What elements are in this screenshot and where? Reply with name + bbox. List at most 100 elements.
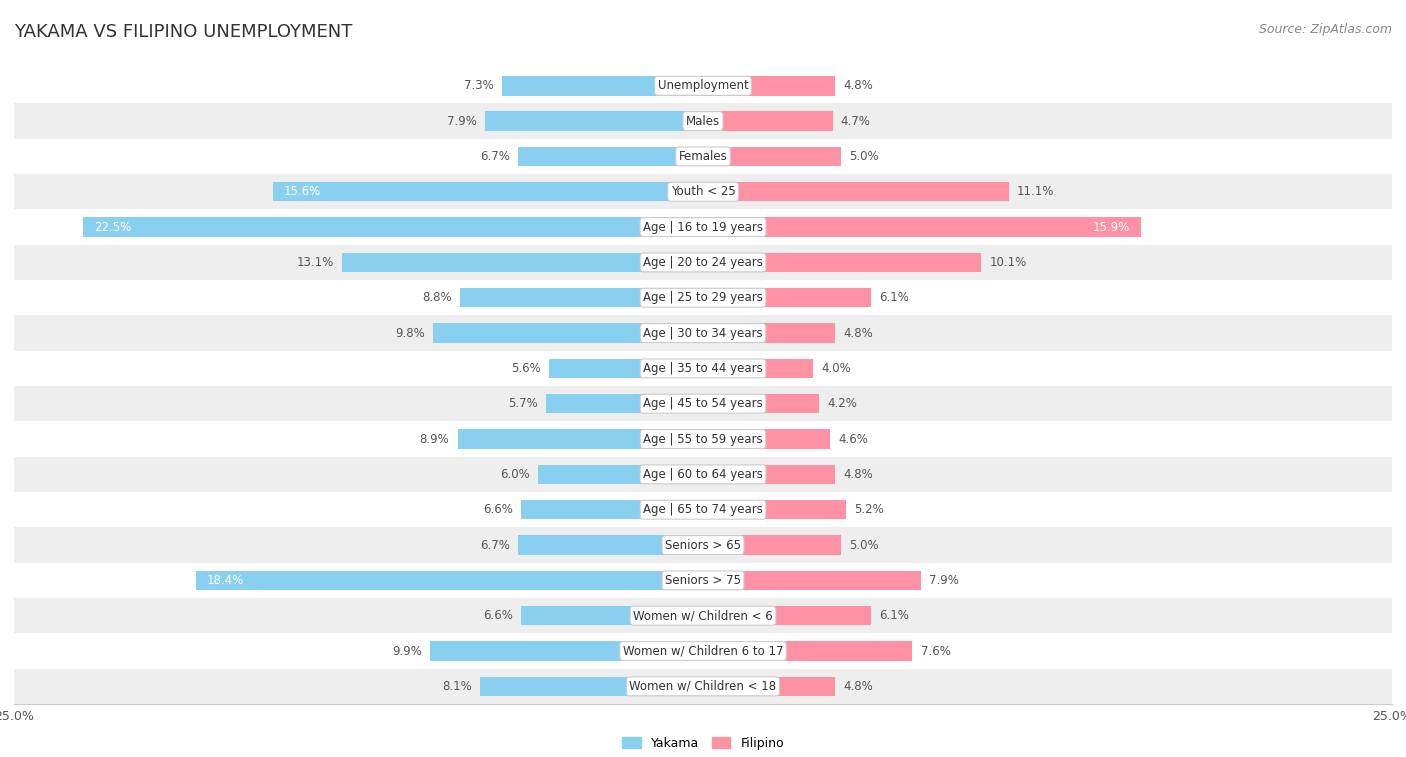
Bar [703,429,830,449]
Bar [485,111,703,131]
Text: Age | 25 to 29 years: Age | 25 to 29 years [643,291,763,304]
Bar [522,500,703,519]
Text: 5.0%: 5.0% [849,538,879,552]
Text: 4.0%: 4.0% [821,362,851,375]
Text: 22.5%: 22.5% [94,220,131,234]
Bar [703,571,921,590]
Bar [14,350,1392,386]
Text: 8.8%: 8.8% [423,291,453,304]
Bar [537,465,703,484]
Bar [342,253,703,273]
Bar [14,562,1392,598]
Text: 6.6%: 6.6% [484,503,513,516]
Text: 9.8%: 9.8% [395,326,425,340]
Bar [14,68,1392,104]
Bar [433,323,703,343]
Bar [14,174,1392,210]
Bar [83,217,703,237]
Bar [14,386,1392,422]
Text: Age | 55 to 59 years: Age | 55 to 59 years [643,432,763,446]
Text: 8.9%: 8.9% [420,432,450,446]
Text: 4.8%: 4.8% [844,326,873,340]
Bar [519,147,703,167]
Text: 6.1%: 6.1% [879,291,910,304]
Text: 15.9%: 15.9% [1092,220,1130,234]
Bar [703,182,1010,201]
Text: 10.1%: 10.1% [990,256,1026,269]
Text: 11.1%: 11.1% [1017,185,1054,198]
Text: 15.6%: 15.6% [284,185,322,198]
Bar [703,147,841,167]
Text: Women w/ Children 6 to 17: Women w/ Children 6 to 17 [623,644,783,658]
Bar [14,316,1392,350]
Bar [14,245,1392,280]
Text: Youth < 25: Youth < 25 [671,185,735,198]
Text: 5.7%: 5.7% [508,397,537,410]
Bar [14,634,1392,668]
Bar [14,668,1392,704]
Text: Women w/ Children < 18: Women w/ Children < 18 [630,680,776,693]
Bar [522,606,703,625]
Text: YAKAMA VS FILIPINO UNEMPLOYMENT: YAKAMA VS FILIPINO UNEMPLOYMENT [14,23,353,41]
Bar [546,394,703,413]
Bar [14,280,1392,316]
Bar [703,500,846,519]
Text: Age | 35 to 44 years: Age | 35 to 44 years [643,362,763,375]
Text: 5.0%: 5.0% [849,150,879,163]
Bar [14,422,1392,456]
Text: 7.9%: 7.9% [447,114,477,128]
Bar [703,641,912,661]
Text: 6.7%: 6.7% [481,150,510,163]
Text: 4.8%: 4.8% [844,680,873,693]
Bar [703,535,841,555]
Bar [703,606,872,625]
Bar [14,492,1392,528]
Text: 9.9%: 9.9% [392,644,422,658]
Bar [14,598,1392,634]
Bar [461,288,703,307]
Bar [703,111,832,131]
Text: Age | 65 to 74 years: Age | 65 to 74 years [643,503,763,516]
Bar [14,104,1392,139]
Text: Seniors > 65: Seniors > 65 [665,538,741,552]
Text: 4.7%: 4.7% [841,114,870,128]
Text: Age | 45 to 54 years: Age | 45 to 54 years [643,397,763,410]
Text: Unemployment: Unemployment [658,79,748,92]
Bar [703,253,981,273]
Bar [14,210,1392,245]
Text: Age | 16 to 19 years: Age | 16 to 19 years [643,220,763,234]
Bar [14,456,1392,492]
Bar [14,528,1392,562]
Legend: Yakama, Filipino: Yakama, Filipino [617,732,789,755]
Bar [273,182,703,201]
Bar [430,641,703,661]
Text: 13.1%: 13.1% [297,256,333,269]
Text: 7.9%: 7.9% [929,574,959,587]
Text: 4.6%: 4.6% [838,432,868,446]
Text: 4.2%: 4.2% [827,397,856,410]
Text: Age | 20 to 24 years: Age | 20 to 24 years [643,256,763,269]
Text: Females: Females [679,150,727,163]
Text: 7.3%: 7.3% [464,79,494,92]
Bar [703,359,813,378]
Bar [519,535,703,555]
Text: 4.8%: 4.8% [844,79,873,92]
Text: Age | 30 to 34 years: Age | 30 to 34 years [643,326,763,340]
Bar [703,288,872,307]
Bar [703,465,835,484]
Bar [703,217,1142,237]
Bar [458,429,703,449]
Text: 5.6%: 5.6% [510,362,540,375]
Text: Source: ZipAtlas.com: Source: ZipAtlas.com [1258,23,1392,36]
Text: 8.1%: 8.1% [441,680,471,693]
Bar [502,76,703,95]
Bar [703,323,835,343]
Text: Women w/ Children < 6: Women w/ Children < 6 [633,609,773,622]
Text: 5.2%: 5.2% [855,503,884,516]
Text: 7.6%: 7.6% [921,644,950,658]
Text: 18.4%: 18.4% [207,574,245,587]
Text: 6.7%: 6.7% [481,538,510,552]
Bar [703,76,835,95]
Bar [479,677,703,696]
Text: Males: Males [686,114,720,128]
